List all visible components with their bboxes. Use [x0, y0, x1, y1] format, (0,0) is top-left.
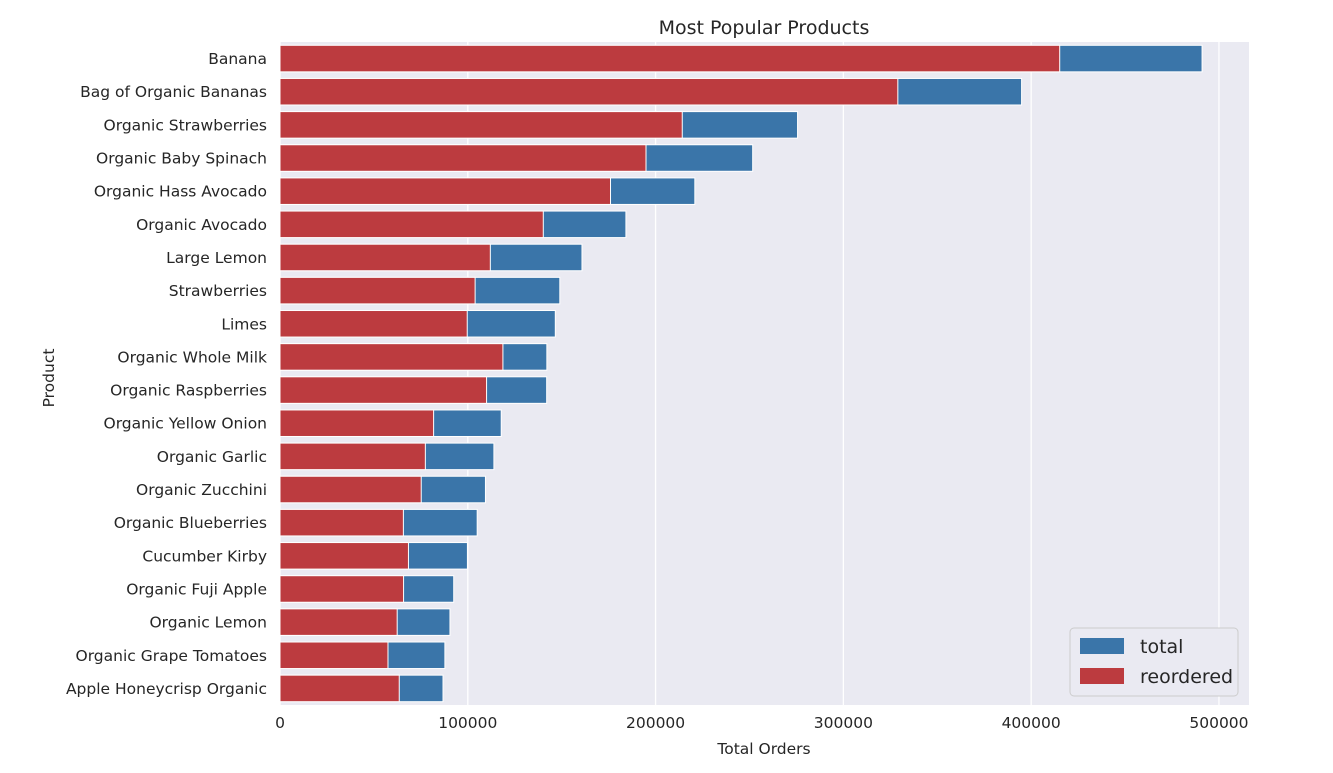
bar-reordered: [279, 210, 544, 239]
y-tick-label: Organic Lemon: [149, 614, 267, 632]
y-tick-label: Organic Grape Tomatoes: [76, 647, 268, 665]
legend: total reordered: [1069, 627, 1239, 697]
y-tick-label: Organic Raspberries: [110, 382, 267, 400]
bar-reordered: [279, 641, 389, 670]
y-tick-label: Organic Blueberries: [114, 514, 267, 532]
x-tick-labels: 0 100000 200000 300000 400000 500000: [275, 714, 1248, 732]
bar-reordered: [279, 310, 468, 338]
y-tick-label: Organic Zucchini: [136, 481, 267, 499]
bar-reordered: [279, 111, 683, 139]
y-tick-label: Banana: [208, 50, 267, 68]
y-tick-labels: Banana Bag of Organic Bananas Organic Stra…: [66, 50, 267, 698]
y-tick-label: Apple Honeycrisp Organic: [66, 680, 267, 698]
bar-reordered: [279, 475, 422, 504]
bar-reordered: [279, 177, 612, 205]
bar-reordered: [279, 44, 1061, 73]
y-tick-label: Limes: [221, 315, 267, 333]
bar-reordered: [279, 442, 426, 471]
bar-reordered: [279, 276, 476, 305]
y-tick-label: Organic Avocado: [136, 216, 267, 234]
legend-label-total: total: [1140, 636, 1183, 658]
y-tick-label: Organic Baby Spinach: [96, 150, 267, 168]
y-tick-label: Organic Garlic: [157, 448, 267, 466]
bar-reordered: [279, 508, 404, 537]
bar-reordered: [279, 409, 435, 437]
bar-reordered: [279, 77, 899, 106]
x-axis-label: Total Orders: [716, 740, 810, 758]
bar-reordered: [279, 376, 488, 404]
legend-label-reordered: reordered: [1140, 666, 1233, 688]
legend-swatch-total: [1080, 638, 1124, 654]
y-tick-label: Organic Yellow Onion: [104, 415, 268, 433]
x-tick-label: 400000: [1002, 714, 1061, 732]
chart-title: Most Popular Products: [659, 17, 870, 39]
x-tick-label: 100000: [438, 714, 497, 732]
bar-reordered: [279, 575, 405, 603]
x-tick-label: 500000: [1189, 714, 1248, 732]
y-tick-label: Organic Whole Milk: [117, 348, 267, 366]
legend-swatch-reordered: [1080, 668, 1124, 684]
y-tick-label: Large Lemon: [166, 249, 267, 267]
y-tick-label: Organic Hass Avocado: [94, 183, 267, 201]
series-reordered: [279, 44, 1061, 703]
y-tick-label: Organic Strawberries: [104, 116, 267, 134]
y-tick-label: Cucumber Kirby: [142, 547, 267, 565]
y-tick-label: Organic Fuji Apple: [126, 580, 267, 598]
y-tick-label: Strawberries: [169, 282, 267, 300]
bar-reordered: [279, 343, 504, 371]
bar-reordered: [279, 674, 400, 703]
y-axis-label: Product: [40, 349, 58, 408]
x-tick-label: 300000: [814, 714, 873, 732]
bar-reordered: [279, 243, 491, 272]
x-tick-label: 200000: [626, 714, 685, 732]
bar-reordered: [279, 542, 409, 570]
plot-background: [280, 42, 1249, 705]
y-tick-label: Bag of Organic Bananas: [80, 83, 267, 101]
bar-reordered: [279, 608, 398, 636]
bar-reordered: [279, 144, 647, 172]
x-tick-label: 0: [275, 714, 285, 732]
